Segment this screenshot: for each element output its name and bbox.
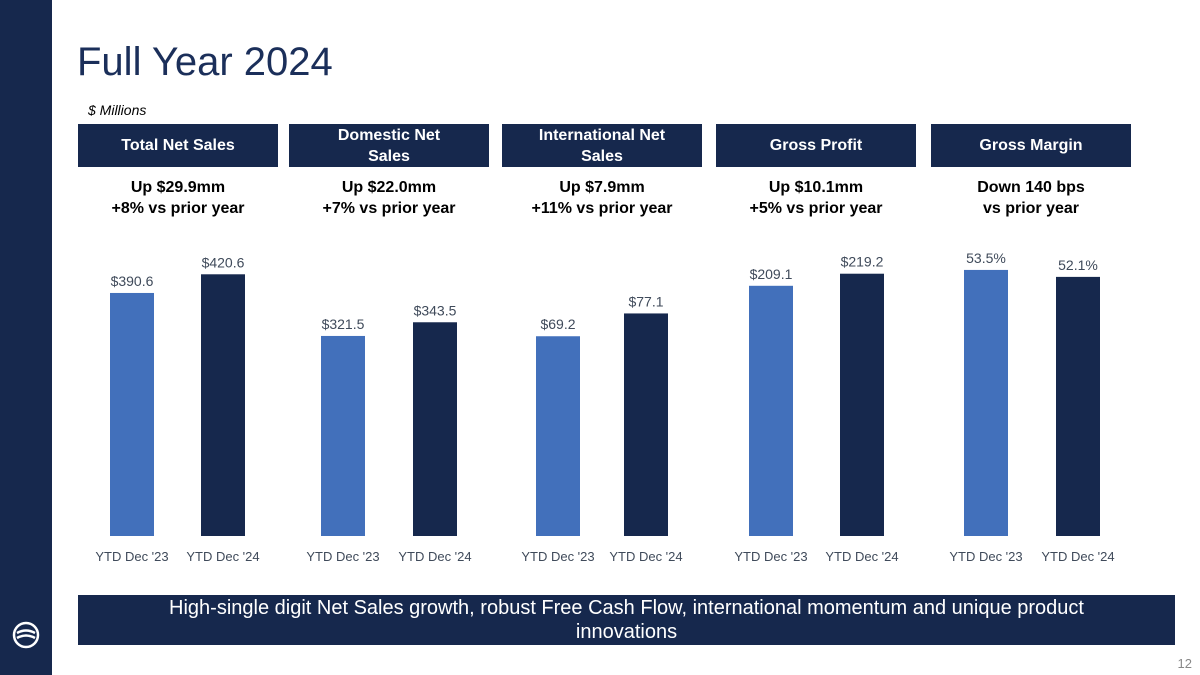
slide-title: Full Year 2024 bbox=[77, 40, 333, 84]
bar-value-label: $321.5 bbox=[322, 316, 365, 332]
footer-banner: High-single digit Net Sales growth, robu… bbox=[78, 595, 1175, 645]
panel-summary: Down 140 bps vs prior year bbox=[931, 177, 1131, 219]
bar bbox=[840, 273, 884, 536]
bar-value-label: 53.5% bbox=[966, 250, 1006, 266]
bar bbox=[964, 269, 1008, 536]
panel-header: Gross Profit bbox=[716, 124, 916, 167]
panel-summary-line1: Up $22.0mm bbox=[341, 179, 437, 196]
bar bbox=[749, 285, 793, 536]
panel-gross-profit: Gross Profit Up $10.1mm +5% vs prior yea… bbox=[716, 124, 916, 219]
panel-header-text: International Net Sales bbox=[538, 126, 666, 165]
bar bbox=[624, 313, 668, 536]
side-accent-bar bbox=[0, 0, 52, 675]
category-label: YTD Dec '23 bbox=[949, 549, 1022, 564]
units-label: $ Millions bbox=[88, 102, 147, 118]
category-label: YTD Dec '24 bbox=[398, 549, 471, 564]
panel-gross-margin: Gross Margin Down 140 bps vs prior year bbox=[931, 124, 1131, 219]
category-label: YTD Dec '23 bbox=[521, 549, 594, 564]
panel-summary-line2: +11% vs prior year bbox=[531, 200, 673, 217]
footer-text: High-single digit Net Sales growth, robu… bbox=[169, 597, 1084, 643]
panel-total-net-sales: Total Net Sales Up $29.9mm +8% vs prior … bbox=[78, 124, 278, 219]
panel-summary-line1: Up $10.1mm bbox=[768, 179, 864, 196]
category-label: YTD Dec '23 bbox=[734, 549, 807, 564]
bar bbox=[536, 336, 580, 536]
panel-summary-line1: Up $29.9mm bbox=[130, 179, 226, 196]
panel-header-text: Gross Margin bbox=[979, 137, 1083, 154]
bar-value-label: $420.6 bbox=[202, 254, 245, 270]
panel-summary-line2: +5% vs prior year bbox=[749, 200, 883, 217]
panel-summary-line2: +7% vs prior year bbox=[322, 200, 456, 217]
panel-header: Domestic Net Sales bbox=[289, 124, 489, 167]
bar bbox=[1056, 276, 1100, 536]
bar-value-label: $69.2 bbox=[540, 316, 575, 332]
panel-header-text: Gross Profit bbox=[769, 137, 863, 154]
panel-header: Gross Margin bbox=[931, 124, 1131, 167]
company-logo-icon bbox=[12, 621, 40, 649]
page-number: 12 bbox=[1177, 656, 1192, 671]
category-label: YTD Dec '24 bbox=[186, 549, 259, 564]
panel-summary-line2: vs prior year bbox=[982, 200, 1080, 217]
bar-value-label: $390.6 bbox=[111, 273, 154, 289]
bar bbox=[321, 335, 365, 536]
panel-summary-line1: Up $7.9mm bbox=[559, 179, 645, 196]
bar bbox=[201, 274, 245, 536]
panel-summary: Up $10.1mm +5% vs prior year bbox=[716, 177, 916, 219]
panel-summary-line1: Down 140 bps bbox=[977, 179, 1085, 196]
panel-summary: Up $7.9mm +11% vs prior year bbox=[502, 177, 702, 219]
category-label: YTD Dec '23 bbox=[306, 549, 379, 564]
bar-value-label: 52.1% bbox=[1058, 257, 1098, 273]
panel-summary-line2: +8% vs prior year bbox=[111, 200, 245, 217]
category-label: YTD Dec '24 bbox=[609, 549, 682, 564]
panel-international-net-sales: International Net Sales Up $7.9mm +11% v… bbox=[502, 124, 702, 219]
category-label: YTD Dec '24 bbox=[1041, 549, 1114, 564]
panel-summary: Up $29.9mm +8% vs prior year bbox=[78, 177, 278, 219]
panel-header: International Net Sales bbox=[502, 124, 702, 167]
panel-header-text: Total Net Sales bbox=[121, 137, 235, 154]
panel-header-text: Domestic Net Sales bbox=[337, 126, 441, 165]
bar-value-label: $343.5 bbox=[414, 302, 457, 318]
bar bbox=[413, 322, 457, 536]
panel-summary: Up $22.0mm +7% vs prior year bbox=[289, 177, 489, 219]
category-label: YTD Dec '24 bbox=[825, 549, 898, 564]
category-label: YTD Dec '23 bbox=[95, 549, 168, 564]
bar-value-label: $219.2 bbox=[841, 254, 884, 270]
bar bbox=[110, 292, 154, 536]
panel-domestic-net-sales: Domestic Net Sales Up $22.0mm +7% vs pri… bbox=[289, 124, 489, 219]
bar-value-label: $77.1 bbox=[628, 293, 663, 309]
panel-header: Total Net Sales bbox=[78, 124, 278, 167]
bar-value-label: $209.1 bbox=[750, 266, 793, 282]
